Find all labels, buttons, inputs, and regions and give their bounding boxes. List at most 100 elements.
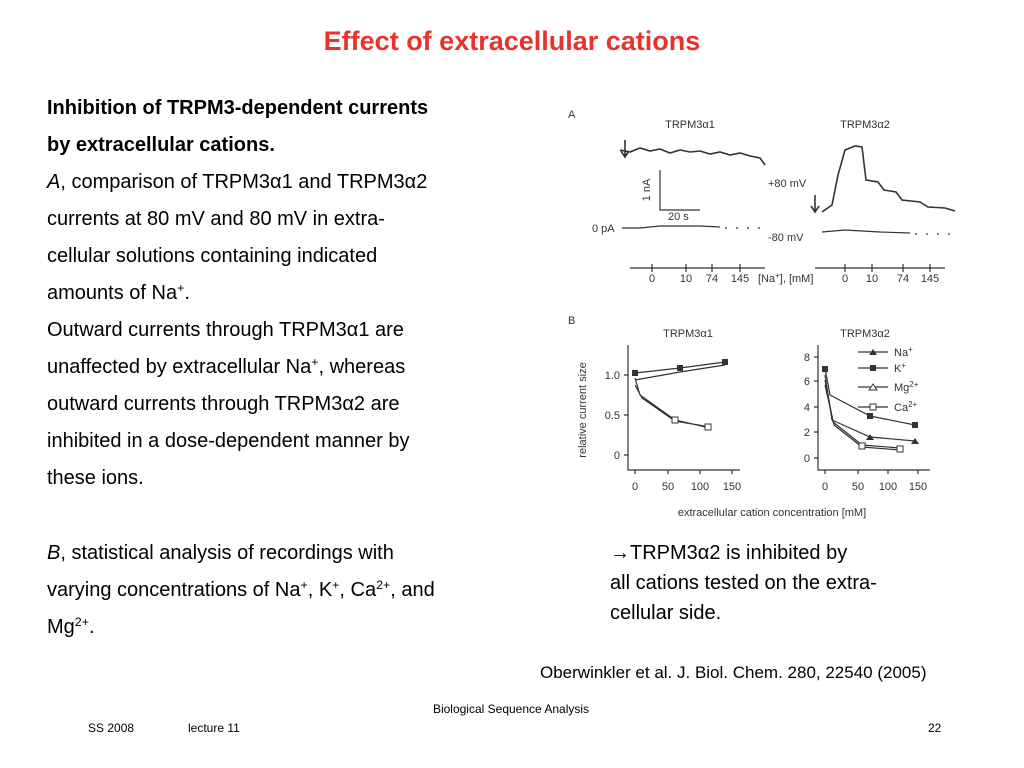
tick-label: 100 [879,481,897,493]
text-run: , statistical analysis of recordings wit… [60,542,394,564]
concentration-label: 74 [897,273,909,285]
text-run: ], [mM] [780,273,814,285]
body-line: inhibited in a dose-dependent manner by [47,429,409,453]
text-run: Mg [894,382,909,394]
text-run: by extracellular cations. [47,134,275,156]
body-line: unaffected by extracellular Na+, whereas [47,355,405,379]
text-run: + [332,578,340,593]
text-run: + [177,281,185,296]
citation: Oberwinkler et al. J. Biol. Chem. 280, 2… [540,663,927,682]
text-run: . [88,616,95,638]
body-line: A, comparison of TRPM3α1 and TRPM3α2 [47,170,427,194]
panel-title: TRPM3α1 [665,119,715,131]
body-line: Inhibition of TRPM3-dependent currents [47,96,428,120]
tick-label: 150 [909,481,927,493]
tick-label: 2 [804,427,810,439]
concentration-label: 145 [921,273,939,285]
footer-title: Biological Sequence Analysis [432,702,590,716]
tick-label: 50 [852,481,864,493]
note-line: all cations tested on the extra- [610,572,877,594]
slide-title: Effect of extracellular cations [323,26,701,56]
tick-label: 150 [723,481,741,493]
text-run: K [894,363,902,375]
tick-label: 8 [804,352,810,364]
concentration-label: 10 [866,273,878,285]
body-line: B, statistical analysis of recordings wi… [47,541,394,565]
scale-label: 20 s [668,211,689,223]
text-run: 2+ [376,578,391,593]
text-run: + [908,345,913,354]
text-run: 2+ [74,615,89,630]
text-run: , K [307,579,333,601]
text-run: Outward currents through TRPM3α1 are [47,319,404,341]
voltage-label: -80 mV [768,232,804,244]
concentration-label: 10 [680,273,692,285]
text-run: . [184,282,190,304]
tick-label: 0 [614,450,620,462]
text-run: Mg [47,616,75,638]
note-line: →TRPM3α2 is inhibited by [610,542,848,564]
panel-label: A [568,109,576,121]
text-run: , and [390,579,435,601]
axis-label: relative current size [577,362,589,457]
tick-label: 50 [662,481,674,493]
text-run: , Ca [339,579,377,601]
footer-page: 22 [928,721,942,735]
text-run: inhibited in a dose-dependent manner by [47,430,410,452]
text-run: + [311,355,319,370]
panel-label: B [568,315,575,327]
body-line: these ions. [47,466,144,490]
scale-label: 1 nA [641,178,653,201]
body-line: amounts of Na+. [47,281,190,305]
text-run: 2+ [908,400,917,409]
note-line: cellular side. [610,602,722,624]
text-run: 2+ [909,380,918,389]
tick-label: 6 [804,376,810,388]
text-run: outward currents through TRPM3α2 are [47,393,400,415]
axis-label: extracellular cation concentration [mM] [678,507,866,519]
voltage-label: +80 mV [768,178,807,190]
legend-label: Ca2+ [894,400,918,415]
body-line: currents at 80 mV and 80 mV in extra- [47,207,385,231]
figure-markers [632,349,919,453]
body-line: Mg2+. [47,615,95,639]
footer-date: SS 2008 [88,721,135,735]
concentration-label: 145 [731,273,749,285]
legend-label: Na+ [894,345,913,360]
concentration-unit: [Na+], [mM] [758,271,813,286]
text-run: currents at 80 mV and 80 mV in extra- [47,208,385,230]
text-run: varying concentrations of Na [47,579,301,601]
text-run: , whereas [318,356,406,378]
text-run: [Na [758,273,776,285]
text-run: Inhibition of TRPM3-dependent currents [47,97,429,119]
body-line: cellular solutions containing indicated [47,244,377,268]
zero-label: 0 pA [592,223,615,235]
text-run: Ca [894,402,909,414]
text-run: these ions. [47,467,144,489]
tick-label: 4 [804,402,810,414]
text-run: Na [894,347,909,359]
tick-label: 100 [691,481,709,493]
panel-title: TRPM3α2 [840,328,890,340]
panel-title: TRPM3α2 [840,119,890,131]
panel-title: TRPM3α1 [663,328,713,340]
concentration-label: 0 [842,273,848,285]
text-run: A [47,171,61,193]
tick-label: 1.0 [605,370,620,382]
concentration-label: 0 [649,273,655,285]
tick-label: 0 [632,481,638,493]
concentration-label: 74 [706,273,718,285]
footer-lecture: lecture 11 [188,721,240,735]
legend-label: Mg2+ [894,380,919,395]
tick-label: 0.5 [605,410,620,422]
body-line: varying concentrations of Na+, K+, Ca2+,… [47,578,435,602]
text-run: amounts of Na [47,282,178,304]
body-line: outward currents through TRPM3α2 are [47,392,399,416]
legend-label: K+ [894,361,906,376]
text-run: unaffected by extracellular Na [47,356,312,378]
tick-label: 0 [822,481,828,493]
body-line: by extracellular cations. [47,133,275,157]
text-run: cellular solutions containing indicated [47,245,378,267]
